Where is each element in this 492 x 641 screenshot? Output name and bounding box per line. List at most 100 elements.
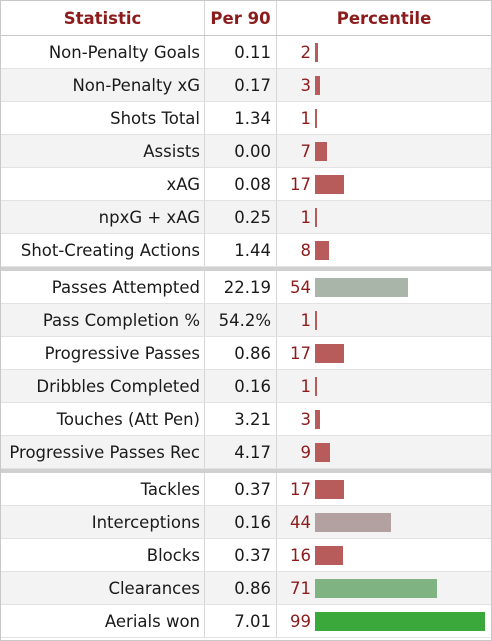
table-row: Non-Penalty xG 0.17 3 — [1, 69, 491, 102]
table-row: Shots Total 1.34 1 — [1, 102, 491, 135]
table-row: Progressive Passes 0.86 17 — [1, 337, 491, 370]
per90-value: 4.17 — [205, 436, 277, 468]
percentile-bar — [315, 480, 344, 499]
percentile-cell: 2 — [277, 36, 491, 68]
percentile-cell: 17 — [277, 473, 491, 505]
percentile-value: 99 — [290, 611, 311, 631]
percentile-cell: 54 — [277, 271, 491, 303]
statistic-name: Pass Completion % — [1, 304, 205, 336]
table-row: Assists 0.00 7 — [1, 135, 491, 168]
percentile-bar — [315, 443, 330, 462]
percentile-cell: 7 — [277, 135, 491, 167]
percentile-bar — [315, 546, 343, 565]
percentile-value: 71 — [290, 578, 311, 598]
table-row: Blocks 0.37 16 — [1, 539, 491, 572]
per90-value: 0.86 — [205, 572, 277, 604]
percentile-bar — [315, 109, 317, 128]
per90-value: 7.01 — [205, 605, 277, 637]
table-row: Touches (Att Pen) 3.21 3 — [1, 403, 491, 436]
percentile-value: 16 — [290, 545, 311, 565]
percentile-bar — [315, 175, 344, 194]
statistic-name: Shot-Creating Actions — [1, 234, 205, 266]
statistic-name: Interceptions — [1, 506, 205, 538]
percentile-bar — [315, 344, 344, 363]
per90-value: 1.44 — [205, 234, 277, 266]
percentile-cell: 99 — [277, 605, 491, 637]
statistic-name: Non-Penalty Goals — [1, 36, 205, 68]
percentile-bar — [315, 579, 437, 598]
per90-value: 0.16 — [205, 506, 277, 538]
statistic-name: npxG + xAG — [1, 201, 205, 233]
percentile-bar — [315, 311, 317, 330]
percentile-value: 7 — [300, 141, 312, 161]
percentile-value: 44 — [290, 512, 311, 532]
table-row: Non-Penalty Goals 0.11 2 — [1, 36, 491, 69]
table-row: Tackles 0.37 17 — [1, 473, 491, 506]
per90-value: 0.16 — [205, 370, 277, 402]
percentile-value: 17 — [290, 174, 311, 194]
statistic-name: Aerials won — [1, 605, 205, 637]
percentile-value: 3 — [300, 75, 312, 95]
statistic-name: Passes Attempted — [1, 271, 205, 303]
percentile-bar — [315, 278, 408, 297]
percentile-value: 54 — [290, 277, 311, 297]
percentile-cell: 1 — [277, 102, 491, 134]
percentile-value: 1 — [300, 108, 312, 128]
percentile-bar — [315, 410, 320, 429]
statistic-name: Dribbles Completed — [1, 370, 205, 402]
header-statistic[interactable]: Statistic — [1, 1, 205, 35]
percentile-bar — [315, 76, 320, 95]
statistic-name: Non-Penalty xG — [1, 69, 205, 101]
table-row: npxG + xAG 0.25 1 — [1, 201, 491, 234]
percentile-cell: 3 — [277, 403, 491, 435]
percentile-cell: 17 — [277, 337, 491, 369]
per90-value: 0.00 — [205, 135, 277, 167]
statistic-name: Shots Total — [1, 102, 205, 134]
percentile-cell: 3 — [277, 69, 491, 101]
percentile-cell: 1 — [277, 201, 491, 233]
percentile-cell: 1 — [277, 304, 491, 336]
per90-value: 1.34 — [205, 102, 277, 134]
percentile-bar — [315, 142, 327, 161]
per90-value: 22.19 — [205, 271, 277, 303]
percentile-cell: 44 — [277, 506, 491, 538]
statistic-name: Blocks — [1, 539, 205, 571]
table-row: Progressive Passes Rec 4.17 9 — [1, 436, 491, 469]
percentile-value: 9 — [300, 442, 312, 462]
table-row: Aerials won 7.01 99 — [1, 605, 491, 638]
percentile-bar — [315, 43, 318, 62]
table-row: Clearances 0.86 71 — [1, 572, 491, 605]
per90-value: 0.25 — [205, 201, 277, 233]
percentile-bar — [315, 377, 317, 396]
header-per90[interactable]: Per 90 — [205, 1, 277, 35]
percentile-value: 3 — [300, 409, 312, 429]
percentile-value: 1 — [300, 310, 312, 330]
per90-value: 54.2% — [205, 304, 277, 336]
table-row: Passes Attempted 22.19 54 — [1, 271, 491, 304]
per90-value: 3.21 — [205, 403, 277, 435]
per90-value: 0.17 — [205, 69, 277, 101]
table-row: Shot-Creating Actions 1.44 8 — [1, 234, 491, 267]
percentile-cell: 1 — [277, 370, 491, 402]
percentile-cell: 8 — [277, 234, 491, 266]
statistic-name: Progressive Passes — [1, 337, 205, 369]
statistic-name: Progressive Passes Rec — [1, 436, 205, 468]
percentile-bar — [315, 612, 485, 631]
percentile-bar — [315, 208, 317, 227]
percentile-cell: 17 — [277, 168, 491, 200]
table-row: Interceptions 0.16 44 — [1, 506, 491, 539]
statistic-name: xAG — [1, 168, 205, 200]
per90-value: 0.11 — [205, 36, 277, 68]
group-separator — [1, 469, 491, 473]
percentile-cell: 71 — [277, 572, 491, 604]
per90-value: 0.37 — [205, 539, 277, 571]
table-row: Pass Completion % 54.2% 1 — [1, 304, 491, 337]
percentile-cell: 16 — [277, 539, 491, 571]
statistic-name: Assists — [1, 135, 205, 167]
table-header: Statistic Per 90 Percentile — [1, 1, 491, 36]
statistic-name: Clearances — [1, 572, 205, 604]
percentile-value: 8 — [300, 240, 312, 260]
header-percentile[interactable]: Percentile — [336, 8, 432, 28]
percentile-value: 1 — [300, 376, 312, 396]
